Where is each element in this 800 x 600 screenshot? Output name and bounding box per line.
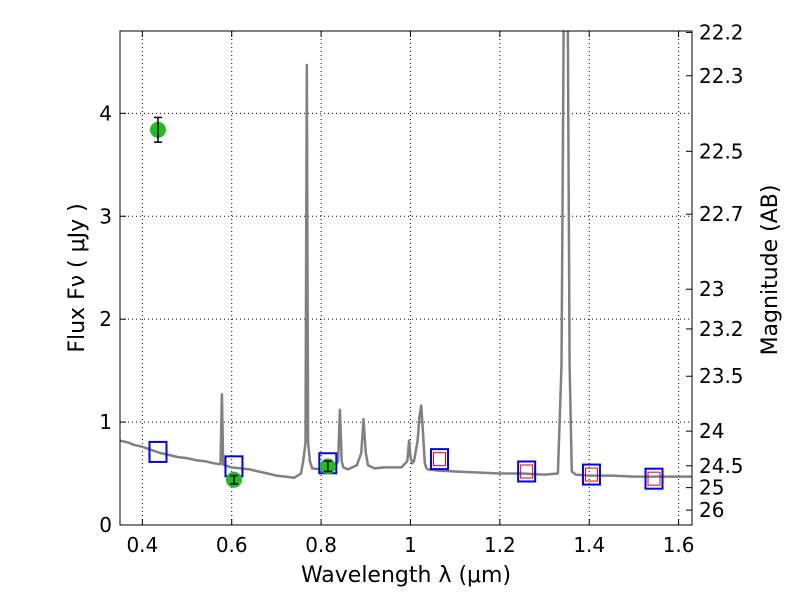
axis-ticks: 0.4 0.6 0.8 1 1.2 1.4 1.60123422.222.322.522.7… (99, 20, 743, 557)
x-tick-label: 1.4 (573, 533, 605, 557)
x-axis-label: Wavelength λ (μm) (301, 563, 511, 588)
right-axis-label: Magnitude (AB) (758, 185, 783, 356)
red-square-marker (520, 464, 534, 479)
x-tick-label: 0.4 (126, 533, 158, 557)
model-square-marker (644, 467, 664, 490)
right-tick-label: 23.2 (699, 317, 744, 341)
right-tick-label: 24.5 (699, 454, 744, 478)
x-tick-label: 0.6 (216, 533, 248, 557)
x-tick-label: 1.2 (484, 533, 516, 557)
y-tick-label: 1 (99, 410, 112, 434)
y-tick-label: 0 (99, 513, 112, 537)
y-axis-label: Flux Fν ( μJy ) (65, 203, 90, 352)
red-square-marker (433, 452, 447, 467)
spectrum-line (120, 31, 692, 479)
x-tick-label: 1 (404, 533, 417, 557)
right-tick-label: 26 (699, 498, 724, 522)
right-tick-label: 25 (699, 476, 724, 500)
red-square-marker (584, 467, 598, 482)
right-tick-label: 22.5 (699, 139, 744, 163)
right-tick-label: 23.5 (699, 364, 744, 388)
plot-frame (119, 30, 693, 526)
plot-data (120, 31, 692, 490)
y-tick-label: 3 (99, 204, 112, 228)
right-tick-label: 22.3 (699, 64, 744, 88)
right-tick-label: 22.7 (699, 202, 744, 226)
y-tick-label: 2 (99, 307, 112, 331)
model-square-marker (581, 463, 601, 486)
model-square-marker (148, 440, 168, 463)
grid-lines (120, 31, 692, 526)
right-tick-label: 23 (699, 277, 724, 301)
x-tick-label: 1.6 (663, 533, 695, 557)
right-tick-label: 22.2 (699, 20, 744, 44)
model-square-marker (430, 448, 450, 471)
y-tick-label: 4 (99, 101, 112, 125)
x-tick-label: 0.8 (305, 533, 337, 557)
model-square-marker (517, 460, 537, 483)
right-tick-label: 24 (699, 419, 724, 443)
red-square-marker (647, 471, 661, 486)
